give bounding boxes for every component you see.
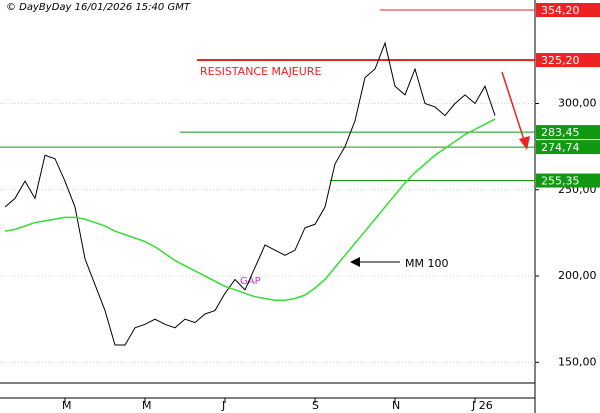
x-tick-label: J (221, 399, 225, 412)
level-label: 255,35 (541, 175, 580, 188)
level-box (536, 3, 600, 18)
level-box (536, 125, 600, 140)
x-tick-label: J 26 (471, 399, 493, 412)
annotation: MM 100 (405, 257, 448, 270)
level-box (536, 53, 600, 68)
y-tick-label: 150,00 (558, 355, 597, 368)
level-box (536, 140, 600, 155)
y-tick-label: 200,00 (558, 269, 597, 282)
level-label: 354,20 (541, 4, 580, 17)
price-line (4, 41, 496, 346)
arrow (501, 71, 525, 141)
arrow-head (350, 257, 360, 267)
x-tick-label: S (312, 399, 319, 412)
x-tick-label: M (62, 399, 72, 412)
annotation: RESISTANCE MAJEURE (200, 65, 321, 78)
x-tick-label: N (392, 399, 400, 412)
level-label: 283,45 (541, 126, 580, 139)
x-tick-label: M (142, 399, 152, 412)
level-label: 325,20 (541, 54, 580, 67)
y-tick-label: 300,00 (558, 97, 597, 110)
annotation: GAP (240, 276, 261, 287)
arrow-head (519, 136, 530, 150)
chart-title: © DayByDay 16/01/2026 15:40 GMT (6, 2, 191, 13)
moving-average (4, 118, 496, 301)
level-box (536, 173, 600, 188)
level-label: 274,74 (541, 141, 580, 154)
